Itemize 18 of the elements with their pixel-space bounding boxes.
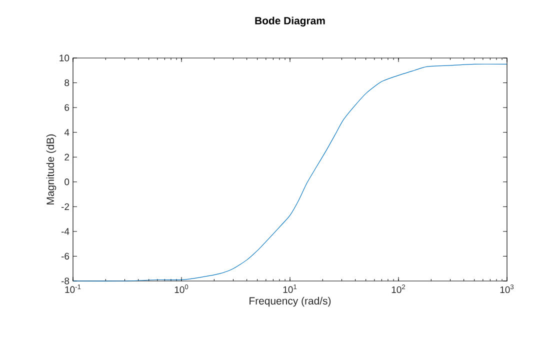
- y-tick-label: -4: [61, 228, 70, 235]
- x-tick-label: 10$^{-1}$: [65, 284, 81, 293]
- x-tick-label: 10$^{2}$: [392, 284, 406, 294]
- x-axis-title: Frequency (rad/s): [250, 296, 331, 307]
- y-tick-label: -8: [61, 278, 70, 284]
- y-tick-label: 10: [60, 54, 70, 62]
- x-tick-label: 10$^{3}$: [500, 284, 514, 294]
- y-tick-label: 2: [64, 154, 70, 160]
- y-tick-label: 0: [64, 178, 70, 186]
- x-tick-label: 10$^{1}$: [283, 284, 297, 293]
- y-tick-label: 6: [64, 104, 70, 111]
- chart-title: Bode Diagram: [255, 16, 325, 26]
- y-tick-label: 4: [64, 129, 70, 136]
- y-tick-label: -2: [61, 203, 70, 210]
- y-tick-label: -6: [61, 252, 70, 260]
- y-axis-title: Magnitude (dB): [46, 134, 56, 204]
- x-tick-label: 10$^{0}$: [174, 284, 188, 294]
- y-tick-label: 8: [64, 79, 70, 86]
